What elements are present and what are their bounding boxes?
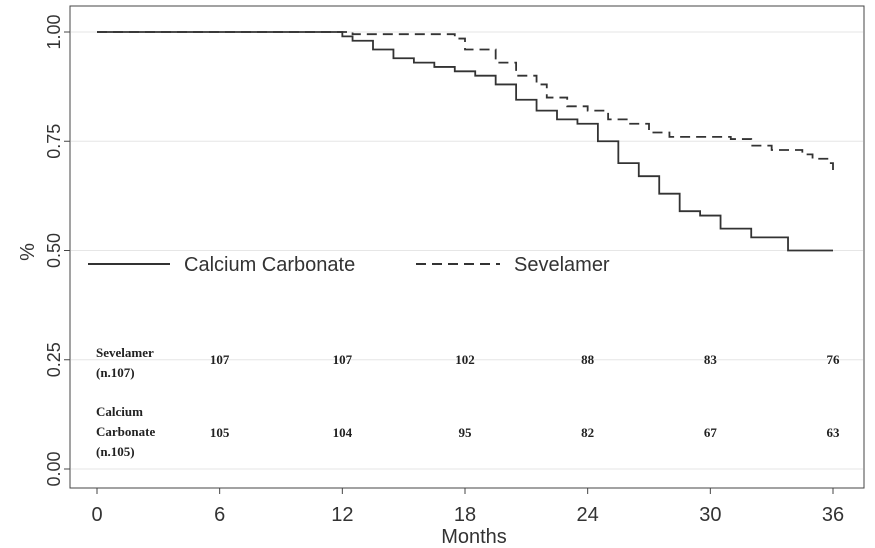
y-tick-label: 0.50 xyxy=(44,233,64,268)
risk-value: 105 xyxy=(210,425,230,440)
y-tick-label: 1.00 xyxy=(44,14,64,49)
series-line-sevelamer xyxy=(97,31,834,172)
risk-value: 104 xyxy=(333,425,353,440)
x-tick-label: 18 xyxy=(454,504,476,526)
x-tick-label: 0 xyxy=(91,504,102,526)
risk-value: 63 xyxy=(827,425,841,440)
risk-value: 102 xyxy=(455,352,475,367)
y-axis: 0.00 0.25 0.50 0.75 1.00 xyxy=(44,14,70,487)
risk-value: 67 xyxy=(704,425,718,440)
legend-label: Sevelamer xyxy=(514,254,610,276)
x-axis-label: Months xyxy=(441,526,507,548)
legend: Calcium Carbonate Sevelamer xyxy=(88,254,610,276)
risk-row-label: Sevelamer xyxy=(96,345,154,360)
y-tick-label: 0.00 xyxy=(44,451,64,486)
y-tick-label: 0.75 xyxy=(44,124,64,159)
risk-value: 83 xyxy=(704,352,718,367)
x-tick-label: 6 xyxy=(214,504,225,526)
risk-row-label: Carbonate xyxy=(96,424,155,439)
legend-label: Calcium Carbonate xyxy=(184,254,355,276)
series-line-calcium-carbonate xyxy=(97,31,833,252)
risk-row-label: (n.107) xyxy=(96,365,135,380)
x-axis: 0 6 12 18 24 30 36 xyxy=(91,488,844,526)
x-tick-label: 24 xyxy=(577,504,599,526)
risk-table: Sevelamer (n.107) 107 107 102 88 83 76 Calcium Ca… xyxy=(96,345,840,459)
risk-value: 88 xyxy=(581,352,595,367)
risk-value: 82 xyxy=(581,425,594,440)
x-tick-label: 30 xyxy=(699,504,721,526)
risk-value: 107 xyxy=(210,352,230,367)
x-tick-label: 12 xyxy=(331,504,353,526)
y-axis-label: % xyxy=(17,243,39,261)
risk-row-label: (n.105) xyxy=(96,444,135,459)
risk-value: 76 xyxy=(827,352,841,367)
y-tick-label: 0.25 xyxy=(44,342,64,377)
risk-row-label: Calcium xyxy=(96,404,143,419)
plot-frame xyxy=(69,5,865,489)
risk-value: 107 xyxy=(333,352,353,367)
x-tick-label: 36 xyxy=(822,504,844,526)
risk-value: 95 xyxy=(459,425,473,440)
series-group xyxy=(97,31,834,252)
